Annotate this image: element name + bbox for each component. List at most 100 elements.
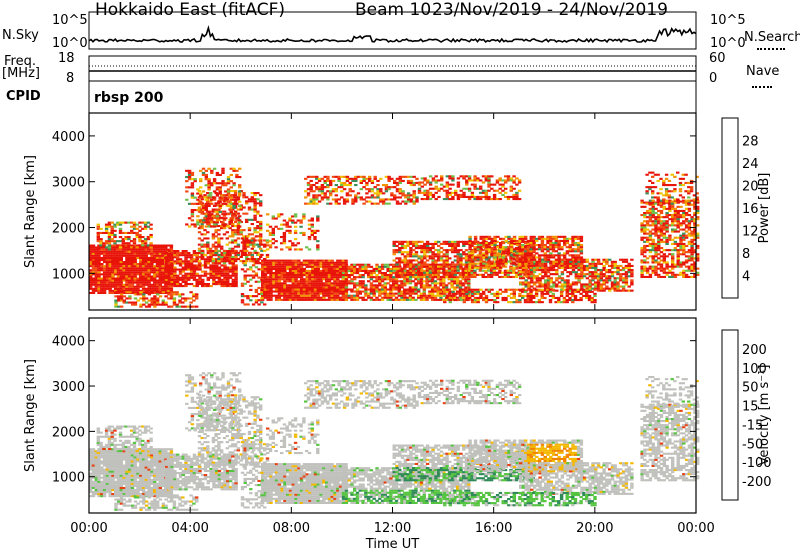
power-cell bbox=[316, 292, 320, 295]
power-cell bbox=[333, 288, 337, 291]
power-cell bbox=[187, 268, 191, 271]
power-cell bbox=[167, 285, 172, 288]
power-cell bbox=[263, 286, 268, 289]
power-cell bbox=[621, 273, 626, 276]
power-cell bbox=[245, 200, 249, 203]
power-cell bbox=[493, 237, 497, 240]
power-cell bbox=[489, 269, 494, 272]
power-cell bbox=[233, 241, 238, 244]
power-cell bbox=[297, 284, 301, 287]
power-cell bbox=[231, 233, 235, 236]
power-cell bbox=[344, 284, 349, 287]
power-cell bbox=[375, 265, 379, 268]
power-cell bbox=[102, 283, 107, 286]
power-cell bbox=[311, 284, 315, 287]
power-cell bbox=[190, 182, 195, 185]
power-cell bbox=[621, 266, 626, 269]
power-cell bbox=[559, 292, 564, 295]
power-cell bbox=[493, 246, 497, 249]
power-cell bbox=[105, 277, 110, 280]
power-cell bbox=[228, 260, 232, 263]
power-cell bbox=[534, 292, 539, 295]
power-cell bbox=[453, 242, 458, 245]
power-cell bbox=[114, 252, 118, 255]
power-cell bbox=[184, 258, 188, 261]
power-cell bbox=[294, 269, 298, 272]
power-cell bbox=[448, 301, 452, 304]
power-cell bbox=[195, 295, 199, 298]
power-cell bbox=[280, 292, 284, 295]
power-cell bbox=[286, 278, 290, 281]
power-cell bbox=[327, 259, 332, 262]
power-cell bbox=[386, 267, 390, 270]
power-cell bbox=[470, 255, 474, 258]
power-cell bbox=[116, 279, 121, 282]
power-cell bbox=[526, 248, 531, 251]
power-cell bbox=[526, 252, 531, 255]
power-cell bbox=[239, 249, 243, 252]
power-cell bbox=[442, 261, 446, 264]
power-cell bbox=[221, 196, 225, 199]
power-cell bbox=[329, 192, 333, 195]
power-cell bbox=[283, 259, 287, 262]
power-cell bbox=[471, 266, 475, 269]
power-cell bbox=[529, 250, 533, 253]
power-cell bbox=[139, 263, 143, 266]
power-cell bbox=[461, 284, 465, 287]
power-cell bbox=[200, 198, 204, 201]
power-cell bbox=[350, 290, 354, 293]
power-cell bbox=[231, 239, 235, 242]
power-cell bbox=[291, 265, 295, 268]
power-cell bbox=[423, 253, 427, 256]
power-cell bbox=[234, 283, 238, 286]
power-cell bbox=[454, 292, 458, 295]
power-cell bbox=[164, 280, 169, 283]
power-cell bbox=[116, 250, 121, 253]
power-cell bbox=[311, 286, 315, 289]
power-cell bbox=[325, 263, 329, 266]
power-cell bbox=[105, 287, 110, 290]
power-cell bbox=[127, 236, 131, 239]
power-cell bbox=[176, 260, 180, 263]
power-cell bbox=[330, 272, 334, 275]
power-cell bbox=[565, 292, 569, 295]
power-cell bbox=[144, 256, 148, 259]
power-cell bbox=[403, 290, 407, 293]
power-cell bbox=[326, 184, 330, 187]
power-cell bbox=[515, 258, 520, 261]
power-cell bbox=[574, 237, 578, 240]
power-cell bbox=[397, 294, 401, 297]
power-cell bbox=[283, 272, 287, 275]
power-cell bbox=[150, 299, 154, 302]
power-cell bbox=[476, 266, 481, 269]
power-cell bbox=[215, 260, 219, 263]
power-cell bbox=[499, 260, 503, 263]
power-cell bbox=[417, 265, 421, 268]
power-cell bbox=[238, 225, 242, 228]
power-cell bbox=[344, 276, 349, 279]
power-cell bbox=[212, 167, 217, 170]
power-cell bbox=[211, 262, 216, 265]
power-cell bbox=[266, 282, 270, 285]
power-cell bbox=[464, 253, 469, 256]
power-cell bbox=[557, 258, 562, 261]
power-cell bbox=[130, 265, 135, 268]
power-cell bbox=[330, 261, 334, 264]
power-cell bbox=[523, 301, 528, 304]
power-cell bbox=[476, 299, 480, 302]
power-cell bbox=[185, 169, 189, 172]
power-cell bbox=[453, 259, 458, 262]
power-cell bbox=[166, 244, 171, 247]
power-cell bbox=[161, 261, 165, 264]
power-cell bbox=[238, 184, 242, 187]
power-cell bbox=[313, 296, 318, 299]
power-cell bbox=[277, 298, 282, 301]
power-cell bbox=[448, 296, 452, 299]
power-cell bbox=[425, 247, 430, 250]
power-cell bbox=[541, 285, 545, 288]
power-cell bbox=[406, 251, 410, 254]
power-cell bbox=[91, 271, 96, 274]
power-cell bbox=[624, 283, 629, 286]
power-cell bbox=[406, 271, 410, 274]
power-cell bbox=[543, 248, 547, 251]
